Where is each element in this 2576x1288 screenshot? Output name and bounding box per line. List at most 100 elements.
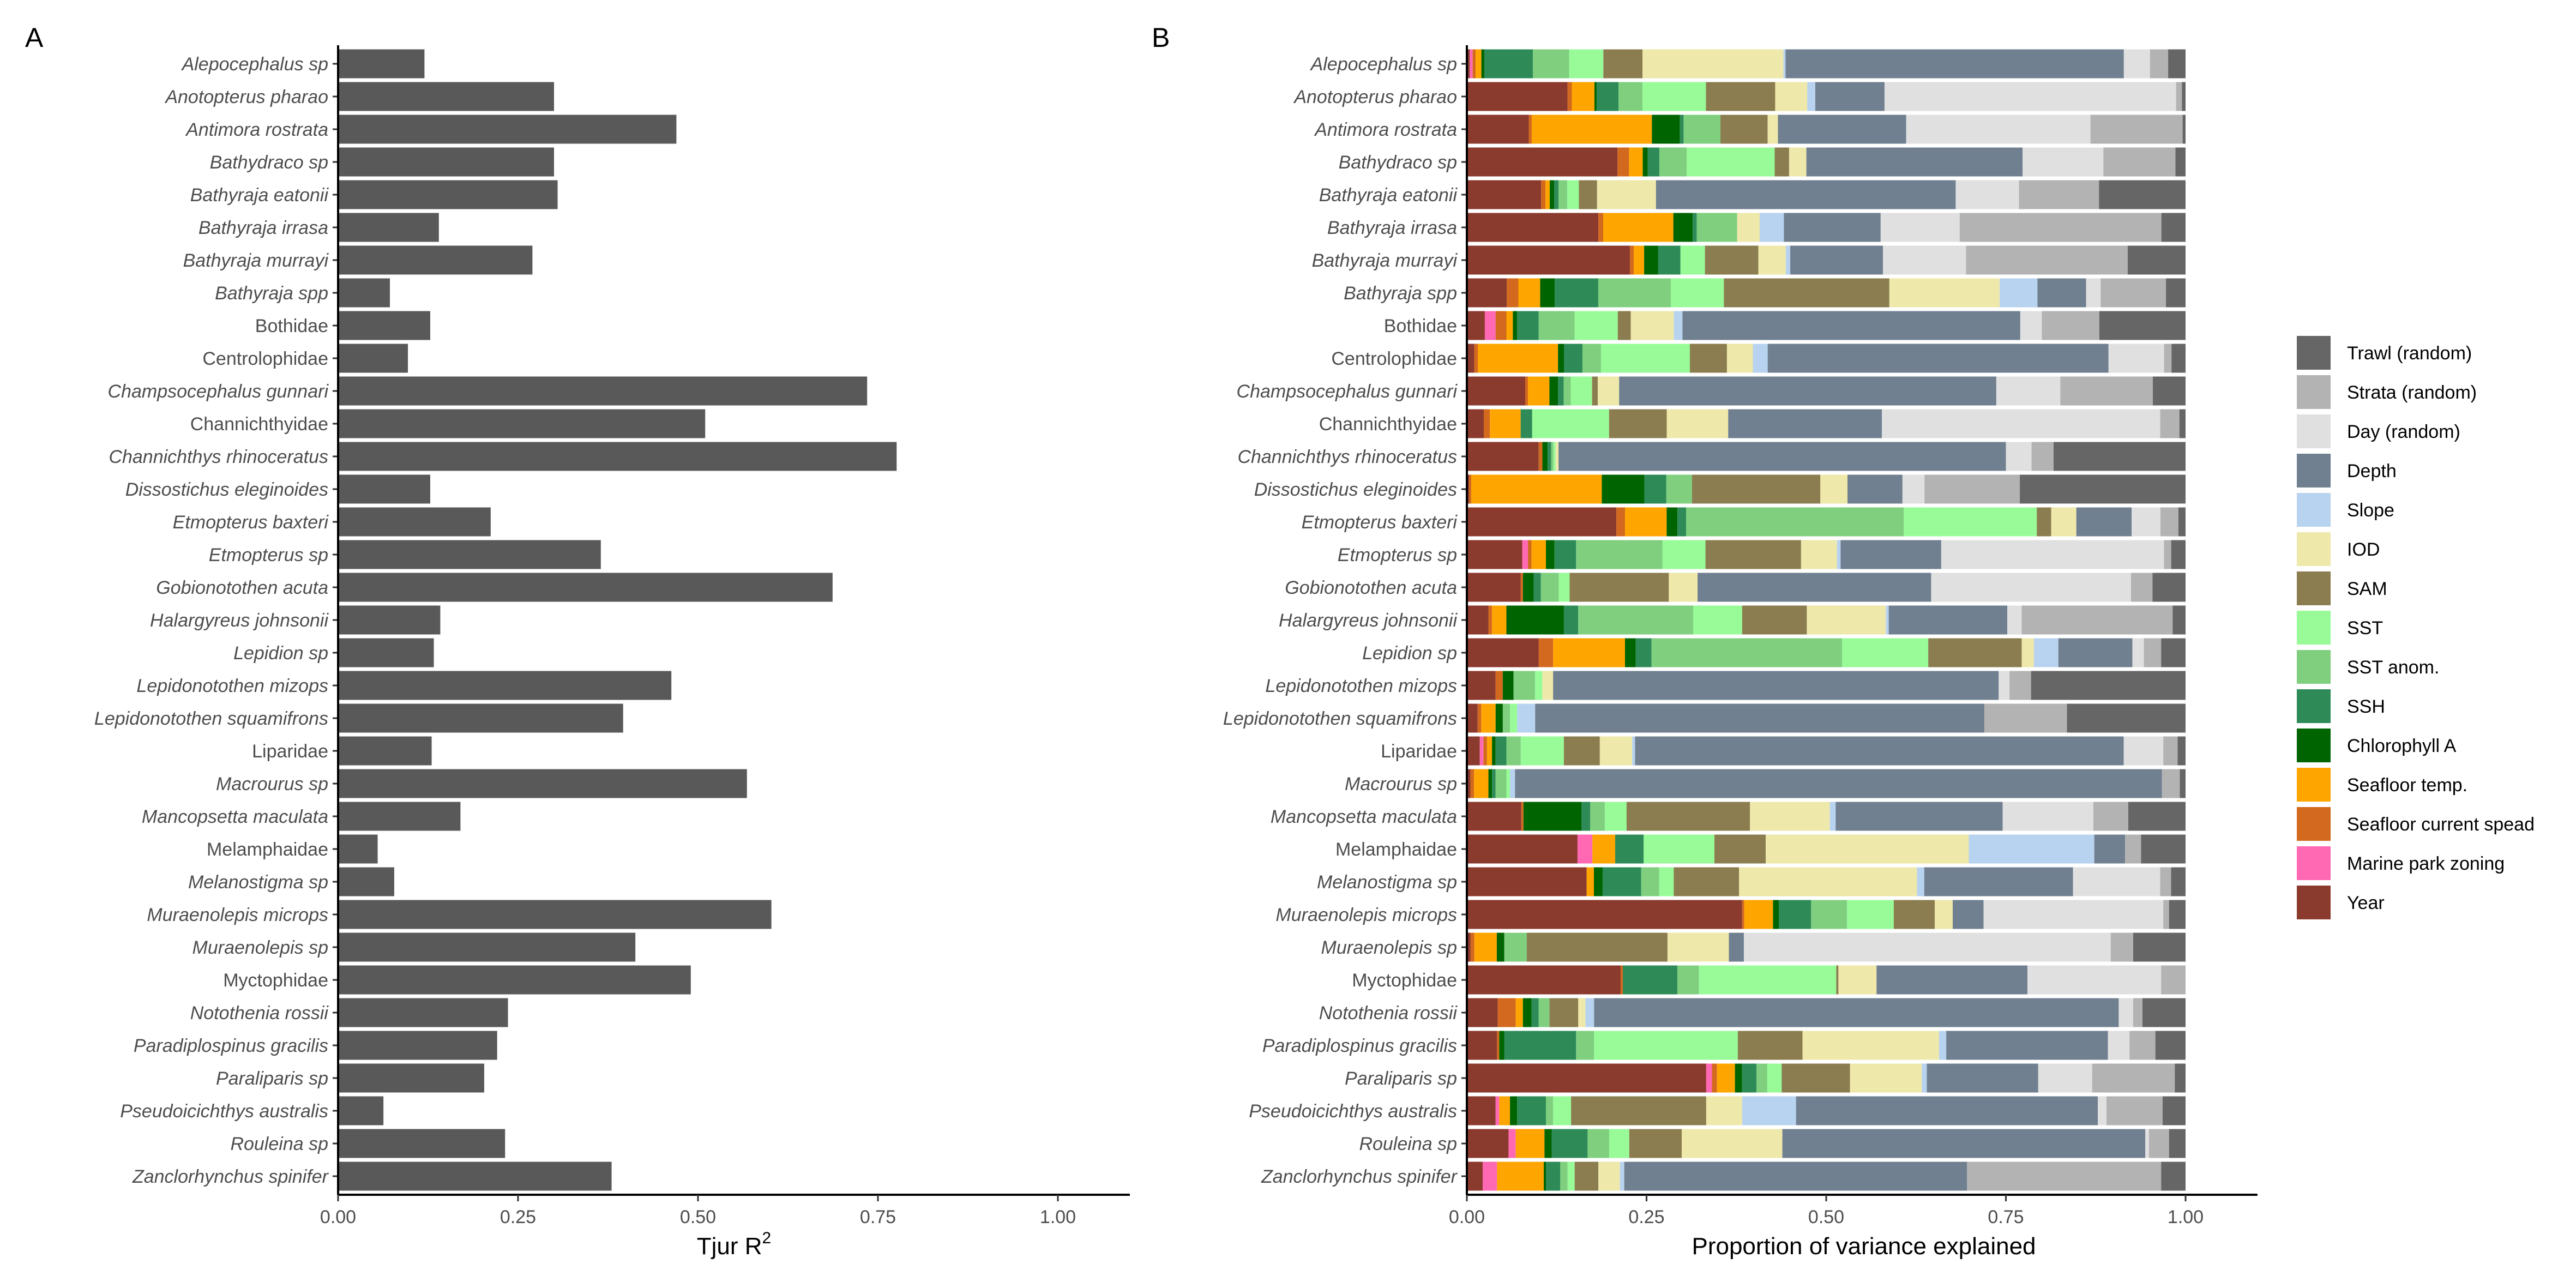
panel-a-species-label: Muraenolepis sp — [192, 937, 328, 958]
panel-b-segment-sam — [1563, 736, 1600, 766]
panel-b-segment-seafloor-current-spead — [1617, 147, 1629, 177]
panel-b-species-label: Mancopsetta maculata — [1271, 806, 1457, 827]
panel-a-species-label: Anotopterus pharao — [164, 87, 328, 107]
panel-b-segment-chlorophyll-a — [1502, 671, 1514, 700]
panel-b-segment-ssh — [1596, 82, 1619, 111]
panel-b-segment-ssh — [1742, 1063, 1757, 1093]
panel-b-segment-sst-anom — [1582, 344, 1601, 373]
panel-b-segment-strata-random — [2103, 147, 2176, 177]
panel-a-species-label: Bathydraco sp — [210, 152, 328, 173]
panel-b-segment-strata-random — [2031, 442, 2054, 471]
panel-b-segment-strata-random — [2100, 278, 2166, 308]
panel-a-bar — [338, 115, 677, 144]
panel-b-segment-year — [1467, 1063, 1706, 1093]
panel-b-segment-seafloor-temp — [1553, 638, 1625, 667]
panel-b-segment-iod — [1682, 1129, 1783, 1158]
panel-b-segment-day-random — [2023, 147, 2104, 177]
panel-b-segment-day-random — [2007, 605, 2022, 635]
panel-b-segment-chlorophyll-a — [1544, 1129, 1552, 1158]
panel-b-segment-marine-park-zoning — [1508, 1129, 1516, 1158]
panel-b-species-label: Bathydraco sp — [1339, 152, 1457, 173]
panel-b-segment-year — [1467, 573, 1521, 602]
panel-b-segment-sam — [1737, 1031, 1803, 1060]
panel-b-segment-sst — [1600, 344, 1690, 373]
panel-b-segment-day-random — [2118, 998, 2133, 1027]
panel-a-bar — [338, 311, 430, 340]
panel-b-segment-iod — [1726, 344, 1753, 373]
panel-b-segment-sam — [1720, 115, 1768, 144]
panel-b-segment-iod — [1889, 278, 2000, 308]
panel-b-segment-seafloor-temp — [1490, 409, 1521, 438]
panel-b-segment-strata-random — [2164, 540, 2171, 569]
panel-b-segment-chlorophyll-a — [1545, 540, 1555, 569]
panel-b-segment-seafloor-temp — [1603, 213, 1674, 242]
panel-b-segment-strata-random — [2019, 180, 2099, 209]
panel-a-bar — [338, 507, 491, 537]
panel-b-segment-depth — [1888, 605, 2008, 635]
panel-b-species-label: Muraenolepis sp — [1321, 937, 1457, 958]
panel-b-segment-depth — [1796, 1096, 2098, 1126]
panel-b-segment-chlorophyll-a — [1522, 573, 1534, 602]
panel-b-segment-seafloor-temp — [1471, 474, 1602, 504]
panel-b-segment-trawl-random — [2166, 278, 2186, 308]
panel-b-segment-day-random — [1880, 213, 1960, 242]
panel-b-segment-seafloor-temp — [1506, 311, 1513, 340]
panel-b-segment-year — [1467, 1161, 1483, 1191]
panel-b-segment-year — [1467, 638, 1539, 667]
panel-b-segment-seafloor-temp — [1531, 115, 1652, 144]
panel-b-segment-seafloor-temp — [1624, 507, 1667, 537]
panel-b-segment-trawl-random — [2175, 147, 2186, 177]
panel-b-segment-chlorophyll-a — [1773, 900, 1779, 929]
panel-b-segment-slope — [1837, 540, 1841, 569]
panel-b-segment-seafloor-temp — [1499, 1096, 1510, 1126]
panel-b-segment-sam — [1571, 1096, 1706, 1126]
panel-b-segment-sam — [1689, 344, 1727, 373]
legend-key — [2297, 807, 2331, 841]
panel-b-segment-iod — [1850, 1063, 1922, 1093]
panel-a-species-label: Lepidonotothen mizops — [136, 676, 328, 696]
panel-a-species-label: Notothenia rossii — [190, 1003, 329, 1024]
panel-b-segment-day-random — [2038, 1063, 2092, 1093]
panel-b-segment-strata-random — [1924, 474, 2020, 504]
panel-a-bar — [338, 180, 558, 209]
panel-b-segment-seafloor-temp — [1515, 998, 1523, 1027]
panel-b-segment-sam — [1781, 1063, 1850, 1093]
panel-a-species-label: Lepidion sp — [233, 643, 328, 664]
panel-b-segment-iod — [1630, 311, 1674, 340]
panel-b-segment-seafloor-current-spead — [1630, 245, 1634, 275]
panel-a-bar — [338, 605, 441, 635]
legend-label: Day (random) — [2347, 422, 2460, 442]
panel-b-segment-depth — [1785, 49, 2124, 79]
panel-a-bar — [338, 213, 439, 242]
panel-b-species-label: Anotopterus pharao — [1293, 87, 1457, 107]
panel-b-segment-chlorophyll-a — [1522, 998, 1532, 1027]
panel-b-segment-chlorophyll-a — [1506, 605, 1564, 635]
panel-b-segment-slope — [1753, 344, 1768, 373]
panel-b-segment-strata-random — [2161, 965, 2186, 995]
panel-b-segment-day-random — [2086, 278, 2101, 308]
panel-b-segment-iod — [1737, 213, 1760, 242]
panel-b-segment-ssh — [1517, 1096, 1546, 1126]
panel-b-segment-year — [1467, 278, 1507, 308]
panel-b-segment-trawl-random — [2182, 82, 2186, 111]
panel-b-segment-marine-park-zoning — [1706, 1063, 1712, 1093]
panel-b-segment-day-random — [1999, 671, 2010, 700]
panel-b-segment-sst — [1642, 82, 1706, 111]
panel-a-x-tick-label: 1.00 — [1040, 1207, 1076, 1227]
panel-b-segment-trawl-random — [2179, 409, 2186, 438]
panel-b-segment-sst — [1687, 147, 1775, 177]
panel-b-segment-sst — [1553, 1096, 1572, 1126]
panel-a-bar — [338, 344, 408, 373]
panel-b-segment-seafloor-current-spead — [1497, 1031, 1500, 1060]
panel-b-segment-strata-random — [1967, 1161, 2162, 1191]
panel-b-segment-depth — [1553, 671, 1999, 700]
panel-b-segment-depth — [1656, 180, 1956, 209]
panel-b-species-label: Bothidae — [1384, 316, 1457, 336]
panel-a-bar — [338, 1161, 612, 1191]
panel-b-segment-iod — [1555, 442, 1559, 471]
panel-b-segment-year — [1467, 802, 1521, 831]
panel-b-segment-iod — [1775, 82, 1808, 111]
panel-a-species-label: Paraliparis sp — [216, 1068, 328, 1089]
panel-b-segment-seafloor-current-spead — [1538, 638, 1554, 667]
panel-b-segment-chlorophyll-a — [1673, 213, 1693, 242]
